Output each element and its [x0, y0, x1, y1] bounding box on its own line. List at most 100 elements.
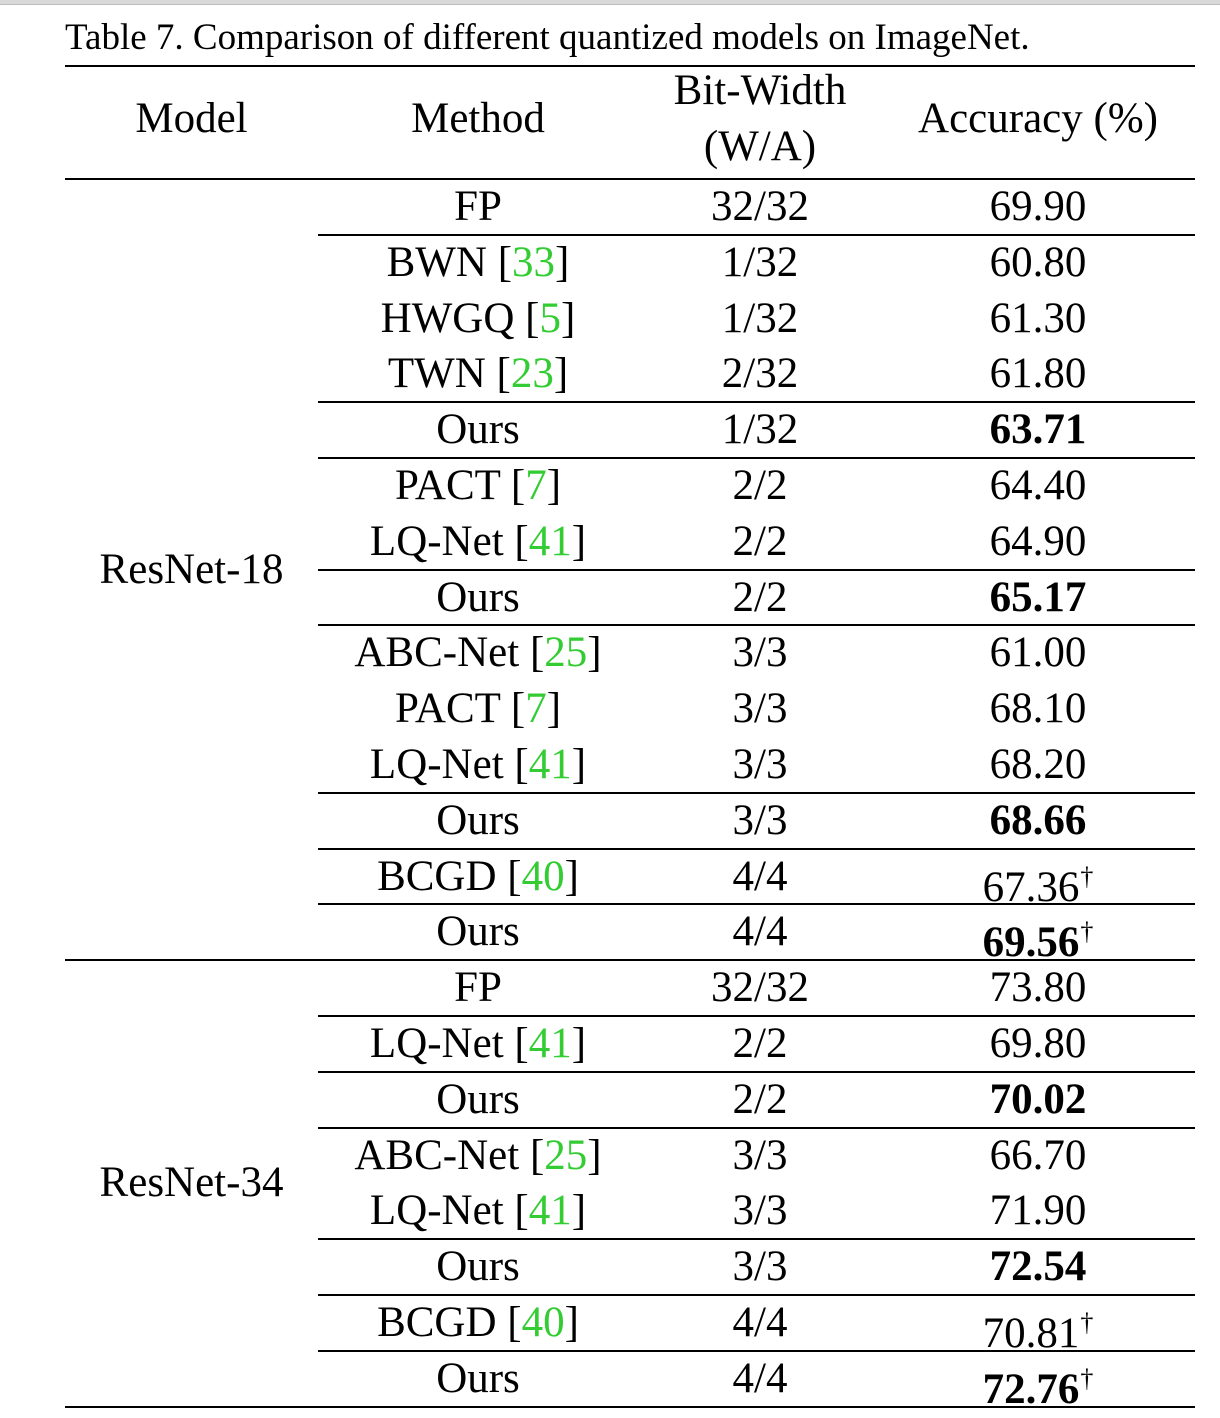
row-separator — [318, 847, 1195, 850]
header-model: Model — [135, 95, 248, 142]
accuracy-value: 70.81 — [982, 1310, 1080, 1357]
bitwidth-cell: 4/4 — [732, 852, 788, 900]
citation-open-bracket: [ — [496, 1299, 522, 1346]
method-cell: BCGD [40] — [318, 1295, 638, 1351]
citation-open-bracket: [ — [503, 1020, 529, 1067]
accuracy-cell: 65.17 — [882, 570, 1194, 626]
method-cell: Ours — [318, 1072, 638, 1128]
method-name: Ours — [436, 1075, 520, 1123]
bitwidth-cell: 2/2 — [732, 517, 788, 565]
citation-link[interactable]: 41 — [528, 741, 572, 788]
method-name: LQ-Net — [369, 1020, 504, 1067]
method-name: BWN — [386, 238, 487, 286]
citation-link[interactable]: 7 — [525, 462, 547, 509]
method-name: TWN — [387, 350, 486, 398]
accuracy-best-value: 72.54 — [989, 1243, 1087, 1291]
method-cell: Ours — [318, 1239, 638, 1295]
method-cell: LQ-Net [41] — [318, 514, 638, 570]
citation-link[interactable]: 5 — [539, 294, 562, 342]
citation-open-bracket: [ — [500, 685, 526, 733]
accuracy-cell: 61.30 — [882, 291, 1194, 347]
method-name: ABC-Net — [354, 629, 520, 677]
accuracy-cell: 64.40 — [882, 458, 1194, 514]
accuracy-cell: 72.54 — [882, 1239, 1194, 1295]
bottom-rule — [65, 1405, 1195, 1408]
method-name: LQ-Net — [369, 1187, 504, 1235]
method-cell: Ours — [318, 1351, 638, 1407]
bitwidth-cell: 3/3 — [732, 741, 788, 788]
accuracy-value: 71.90 — [989, 1187, 1087, 1235]
citation-open-bracket: [ — [519, 1131, 545, 1179]
citation-open-bracket: [ — [503, 517, 529, 565]
accuracy-cell: 69.80 — [882, 1016, 1194, 1072]
accuracy-best-value: 68.66 — [989, 796, 1087, 844]
row-separator — [318, 791, 1195, 794]
citation-open-bracket: [ — [503, 741, 529, 788]
accuracy-best-value: 70.02 — [989, 1075, 1087, 1123]
method-name: Ours — [436, 573, 520, 621]
method-name: Ours — [436, 406, 520, 454]
citation-close-bracket: ] — [587, 1131, 602, 1179]
citation-close-bracket: ] — [571, 741, 587, 788]
header-method: Method — [411, 95, 545, 142]
bitwidth-cell: 2/2 — [732, 1075, 788, 1123]
accuracy-best-value: 63.71 — [989, 406, 1087, 454]
method-name: FP — [454, 183, 502, 230]
row-separator — [318, 1070, 1195, 1073]
bitwidth-cell: 1/32 — [721, 406, 799, 454]
citation-link[interactable]: 25 — [544, 1131, 588, 1179]
top-rule — [65, 65, 1195, 67]
citation-close-bracket: ] — [571, 1020, 587, 1067]
accuracy-cell: 73.80 — [882, 960, 1194, 1016]
citation-close-bracket: ] — [564, 1299, 579, 1346]
method-name: PACT — [394, 462, 501, 509]
accuracy-cell: 60.80 — [882, 235, 1194, 291]
accuracy-value: 61.00 — [989, 629, 1087, 677]
citation-link[interactable]: 23 — [510, 350, 554, 398]
citation-link[interactable]: 33 — [512, 238, 556, 286]
citation-open-bracket: [ — [485, 350, 511, 398]
method-cell: LQ-Net [41] — [318, 1183, 638, 1239]
citation-link[interactable]: 40 — [521, 1299, 565, 1346]
method-cell: LQ-Net [41] — [318, 737, 638, 793]
citation-link[interactable]: 41 — [528, 517, 572, 565]
dagger-mark: † — [1080, 861, 1094, 891]
dagger-mark: † — [1080, 917, 1094, 947]
citation-link[interactable]: 7 — [525, 685, 547, 733]
method-cell: FP — [318, 960, 638, 1016]
bitwidth-cell: 2/2 — [732, 462, 788, 509]
method-name: Ours — [436, 908, 520, 956]
table-caption: Table 7. Comparison of different quantiz… — [65, 17, 1030, 58]
method-name: Ours — [436, 1354, 520, 1402]
row-separator — [318, 457, 1195, 459]
method-name: Ours — [436, 796, 520, 844]
accuracy-cell: 68.66 — [882, 793, 1194, 849]
group-rule — [65, 959, 1195, 962]
citation-link[interactable]: 41 — [528, 1187, 572, 1235]
row-separator — [318, 624, 1195, 627]
citation-link[interactable]: 25 — [544, 629, 588, 677]
accuracy-cell: 61.80 — [882, 346, 1194, 402]
row-separator — [318, 568, 1195, 571]
accuracy-cell: 61.00 — [882, 625, 1194, 681]
row-separator — [318, 1294, 1195, 1296]
accuracy-value: 60.80 — [989, 238, 1087, 286]
accuracy-cell: 69.56† — [882, 904, 1194, 966]
bitwidth-cell: 1/32 — [721, 294, 799, 342]
header-accuracy: Accuracy (%) — [918, 95, 1158, 142]
bitwidth-cell: 2/2 — [732, 573, 788, 621]
method-cell: ABC-Net [25] — [318, 1128, 638, 1184]
bitwidth-cell: 1/32 — [721, 238, 799, 286]
row-separator — [318, 1349, 1195, 1352]
accuracy-best-value: 69.56 — [982, 919, 1080, 967]
citation-open-bracket: [ — [486, 238, 513, 286]
citation-link[interactable]: 41 — [528, 1020, 572, 1067]
bitwidth-cell: 4/4 — [732, 1354, 788, 1402]
citation-close-bracket: ] — [553, 350, 569, 398]
accuracy-cell: 68.20 — [882, 737, 1194, 793]
citation-open-bracket: [ — [496, 852, 522, 900]
citation-close-bracket: ] — [561, 294, 576, 342]
citation-link[interactable]: 40 — [521, 852, 565, 900]
accuracy-value: 61.80 — [989, 350, 1087, 398]
method-cell: Ours — [318, 402, 638, 458]
